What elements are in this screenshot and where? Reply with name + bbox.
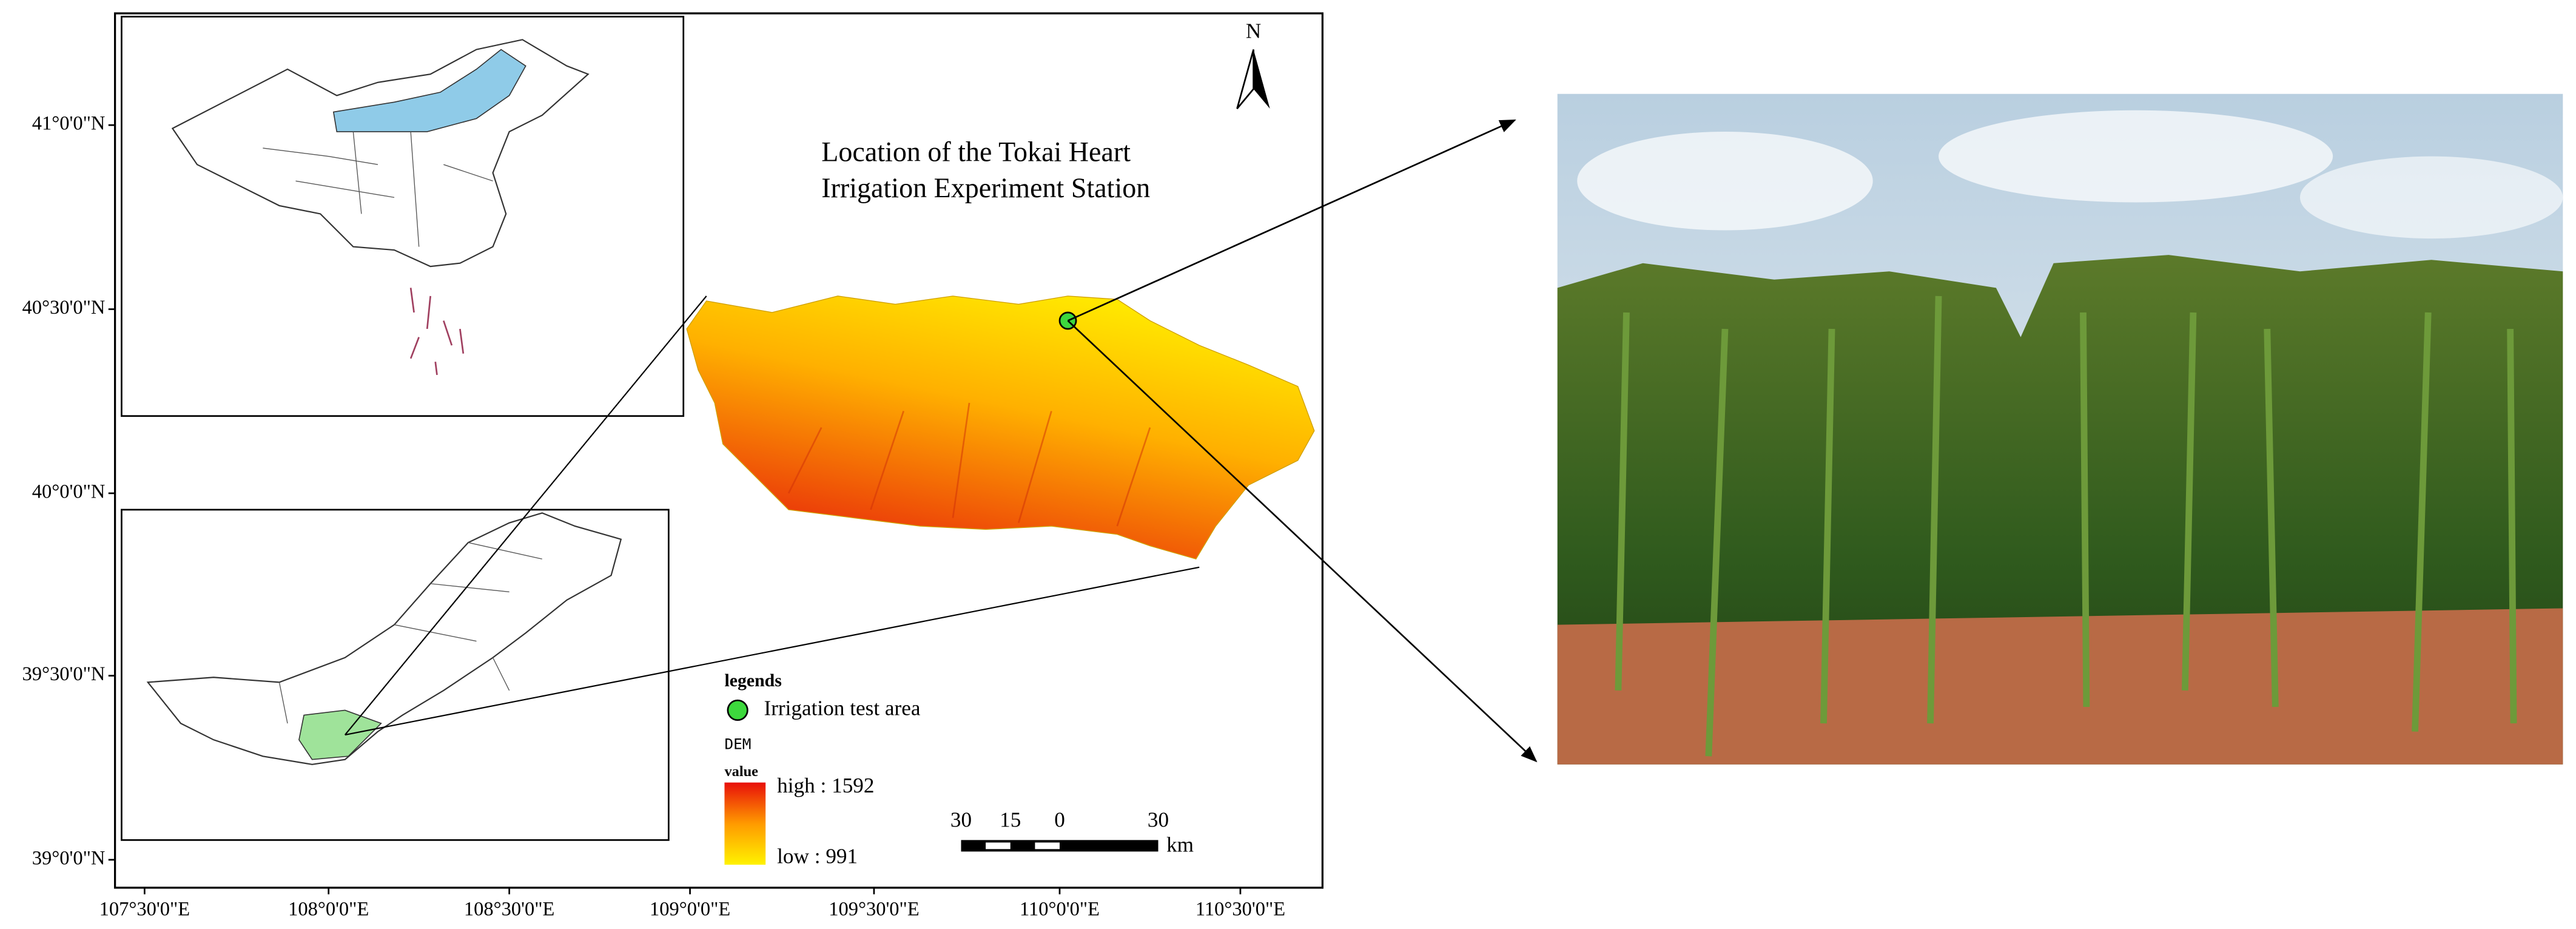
scale-bar-segment (1035, 842, 1060, 850)
zoom-line (344, 296, 707, 735)
scale-bar: 30 15 0 30 (950, 808, 1169, 852)
legend-label: DEM (724, 735, 751, 752)
scale-bar-segment (986, 842, 1011, 850)
scale-label: 30 (1148, 808, 1169, 832)
latitude-label: 40°30'0"N (22, 297, 106, 319)
latitude-label: 40°0'0"N (32, 481, 106, 502)
legend-label: value (724, 763, 758, 780)
inner-mongolia (332, 49, 526, 132)
boundary-lines (278, 542, 542, 724)
latitude-label: 41°0'0"N (32, 113, 106, 135)
latitude-label: 39°0'0"N (32, 847, 106, 869)
study-area (298, 709, 382, 760)
longitude-label: 109°30'0"E (829, 898, 919, 920)
north-label: N (1246, 19, 1261, 43)
stalks (1615, 296, 2517, 757)
cloud (1577, 132, 1873, 231)
scale-label: 30 (950, 808, 972, 832)
province-lines (263, 131, 493, 247)
title: Location of the Tokai Heart (821, 137, 1131, 167)
legend-label: Irrigation test area (764, 697, 920, 720)
title: Irrigation Experiment Station (821, 172, 1150, 203)
scale-unit: km (1166, 833, 1194, 856)
cloud (2299, 156, 2563, 239)
longitude-label: 109°0'0"E (650, 898, 730, 920)
longitude-label: 110°0'0"E (1020, 898, 1100, 920)
legend-label: low : 991 (777, 844, 858, 868)
longitude-label: 108°30'0"E (464, 898, 554, 920)
islands (409, 288, 465, 376)
region-outline (146, 512, 622, 765)
valleys (787, 402, 1151, 527)
legend-label: high : 1592 (777, 774, 874, 797)
arrow (1068, 119, 1516, 322)
scale-label: 15 (1000, 808, 1021, 832)
longitude-label: 108°0'0"E (288, 898, 369, 920)
corn-photo (1557, 93, 2563, 765)
dem-raster (686, 296, 1315, 560)
legend-colorbar (724, 782, 766, 865)
scale-label: 0 (1054, 808, 1065, 832)
longitude-labels: 107°30'0"E 108°0'0"E 108°30'0"E 109°0'0"E 10… (99, 887, 1285, 920)
longitude-label: 107°30'0"E (99, 898, 190, 920)
zoom-line (345, 566, 1200, 736)
cloud (1939, 110, 2333, 203)
soil (1557, 608, 2563, 765)
latitude-labels: 41°0'0"N 40°30'0"N 40°0'0"N 39°30'0"N 39°0'0… (22, 113, 115, 869)
arrow (1067, 320, 1538, 763)
legend-title: legends (724, 671, 781, 691)
latitude-label: 39°30'0"N (22, 663, 106, 685)
longitude-label: 110°30'0"E (1196, 898, 1285, 920)
legend-point (727, 699, 748, 721)
